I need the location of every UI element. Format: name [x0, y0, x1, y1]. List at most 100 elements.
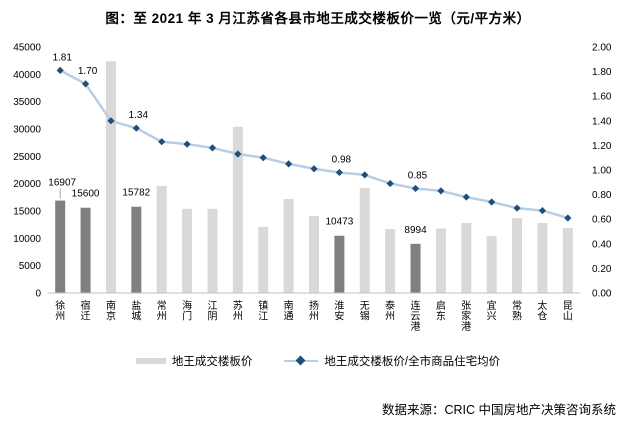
- line-marker-扬州: [310, 165, 318, 173]
- bar-南通: [283, 198, 294, 293]
- y-axis-tick-label: 5000: [19, 261, 42, 272]
- bar-镇江: [258, 226, 269, 293]
- line-marker-张家港: [462, 193, 470, 201]
- x-axis-label: 海门: [182, 299, 192, 323]
- line-marker-太仓: [538, 206, 547, 215]
- x-axis-label: 宜兴: [487, 299, 497, 323]
- line-marker-宿迁: [81, 80, 90, 88]
- y2-axis-tick-label: 1.80: [592, 67, 612, 78]
- x-axis-label: 昆山: [563, 300, 573, 323]
- bar-宿迁: [80, 207, 91, 293]
- x-axis-label: 盐城: [131, 299, 141, 323]
- line-value-label: 1.34: [129, 110, 149, 121]
- bar-常州: [156, 185, 167, 293]
- line-marker-江阴: [208, 144, 217, 152]
- line-marker-南京: [107, 117, 115, 125]
- x-axis-label: 徐州: [55, 299, 65, 323]
- y-axis-tick-label: 25000: [13, 152, 41, 163]
- line-marker-昆山: [564, 214, 572, 222]
- bar-value-label: 15600: [72, 189, 100, 200]
- y-axis-tick-label: 40000: [13, 70, 41, 81]
- line-marker-泰州: [386, 179, 394, 188]
- y-axis-tick-label: 10000: [13, 234, 41, 245]
- line-marker-宜兴: [488, 198, 496, 206]
- x-axis-label: 张家港: [461, 300, 471, 333]
- line-marker-连云港: [411, 184, 420, 193]
- line-marker-icon: [284, 355, 319, 366]
- y2-axis-tick-label: 0.00: [592, 289, 612, 300]
- x-axis-label: 苏州: [233, 299, 243, 323]
- bar-value-label: 15782: [122, 188, 150, 199]
- line-marker-苏州: [234, 150, 242, 158]
- line-marker-南通: [285, 160, 293, 168]
- line-value-label: 1.81: [52, 52, 72, 63]
- legend-item-line: 地王成交楼板价/全市商品住宅均价: [284, 353, 500, 369]
- x-axis-label: 常州: [157, 299, 167, 323]
- x-axis-label: 镇江: [258, 299, 268, 323]
- bar-海门: [182, 208, 193, 293]
- line-marker-常州: [158, 138, 166, 146]
- line-value-label: 0.85: [408, 170, 428, 181]
- x-axis-label: 连云港: [411, 299, 421, 333]
- x-axis-label: 太仓: [537, 299, 547, 323]
- x-axis-label: 泰州: [385, 299, 395, 323]
- line-marker-镇江: [259, 154, 267, 162]
- bar-泰州: [385, 229, 396, 293]
- y2-axis-tick-label: 0.60: [592, 215, 612, 226]
- line-value-label: 1.70: [78, 66, 98, 77]
- bar-太仓: [537, 223, 548, 293]
- bar-盐城: [131, 206, 142, 293]
- y-axis-tick-label: 15000: [13, 207, 41, 218]
- chart-title: 图：至 2021 年 3 月江苏省各县市地王成交楼板价一览（元/平方米）: [105, 11, 531, 26]
- bar-南京: [105, 61, 116, 293]
- x-axis-label: 南通: [284, 299, 294, 323]
- x-axis-label: 常熟: [512, 299, 522, 323]
- y2-axis-tick-label: 0.40: [592, 239, 612, 250]
- x-axis-label: 无锡: [360, 301, 370, 323]
- line-marker-海门: [183, 140, 191, 148]
- line-value-label: 0.98: [332, 154, 352, 165]
- line-marker-淮安: [335, 168, 343, 177]
- bar-常熟: [512, 218, 523, 293]
- bar-淮安: [334, 235, 345, 293]
- legend-line-label: 地王成交楼板价/全市商品住宅均价: [324, 356, 501, 368]
- y2-axis-tick-label: 1.60: [592, 92, 612, 103]
- bar-swatch-icon: [135, 358, 166, 364]
- x-axis-label: 淮安: [334, 300, 344, 323]
- bar-苏州: [232, 126, 243, 294]
- x-axis-label: 南京: [106, 299, 116, 323]
- x-axis-label: 宿迁: [81, 299, 91, 323]
- y2-axis-tick-label: 1.00: [592, 166, 612, 177]
- y-axis-tick-label: 35000: [13, 97, 41, 108]
- bar-value-label: 16907: [48, 178, 76, 189]
- bar-扬州: [309, 215, 319, 293]
- line-marker-启东: [437, 187, 445, 195]
- y-axis-tick-label: 0: [35, 289, 41, 300]
- legend: 地王成交楼板价 地王成交楼板价/全市商品住宅均价: [0, 353, 636, 369]
- line-marker-常熟: [513, 204, 521, 212]
- x-axis-label: 启东: [436, 299, 446, 323]
- legend-item-bar: 地王成交楼板价: [135, 353, 253, 369]
- bar-启东: [435, 228, 446, 293]
- data-source: 数据来源：CRIC 中国房地产决策咨询系统: [381, 403, 616, 417]
- bar-张家港: [461, 223, 472, 293]
- y2-axis-tick-label: 0.20: [592, 264, 612, 275]
- line-marker-徐州: [56, 66, 64, 74]
- bar-无锡: [359, 188, 370, 293]
- line-marker-盐城: [132, 124, 140, 132]
- bar-宜兴: [486, 236, 497, 293]
- y2-axis-tick-label: 1.20: [592, 141, 612, 152]
- x-axis-label: 扬州: [309, 299, 319, 323]
- bar-江阴: [207, 208, 218, 293]
- bar-昆山: [562, 227, 573, 293]
- bar-徐州: [55, 200, 66, 293]
- legend-bar-label: 地王成交楼板价: [171, 356, 253, 368]
- y2-axis-tick-label: 0.80: [592, 190, 612, 201]
- y2-axis-tick-label: 1.40: [592, 116, 612, 127]
- y-axis-tick-label: 30000: [13, 125, 41, 136]
- y-axis-tick-label: 20000: [13, 179, 41, 190]
- bar-value-label: 8994: [404, 225, 427, 236]
- x-axis-label: 江阴: [207, 300, 217, 323]
- bar-value-label: 10473: [325, 217, 353, 228]
